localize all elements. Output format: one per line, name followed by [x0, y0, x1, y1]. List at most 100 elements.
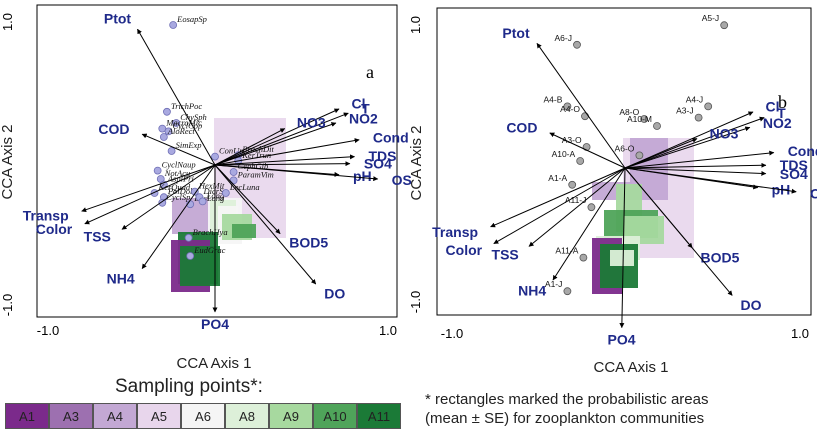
- panel-a-vector-ptot: [137, 28, 216, 166]
- site-point-a10-m: [653, 122, 661, 130]
- species-point-simexp: [167, 147, 176, 155]
- species-label-brachhya: BrachHya: [193, 227, 228, 237]
- panel-a-vector-t: [214, 112, 349, 166]
- species-point-trichpoc: [163, 107, 171, 116]
- panel-a-vector-so4: [214, 161, 351, 167]
- site-label-a11-j: A11-J: [565, 195, 587, 205]
- panel-a-frame: [36, 4, 398, 318]
- probability-rectangle-A8: [610, 250, 634, 266]
- panel-a-xtick-left: -1.0: [37, 323, 59, 338]
- footnote: * rectangles marked the probabilistic ar…: [425, 390, 815, 428]
- panel-b-vector-tss: [528, 167, 626, 247]
- site-label-a5-j: A5-J: [702, 13, 719, 23]
- site-label-a1-a: A1-A: [548, 173, 567, 183]
- panel-b-vector-label-no2: NO2: [763, 115, 792, 131]
- species-point-chysph: [172, 119, 181, 127]
- panel-b-vector-label-ptot: Ptot: [502, 25, 530, 41]
- site-point-a5-j: [720, 21, 729, 30]
- panel-b-vector-label-do: DO: [741, 297, 762, 313]
- probability-rectangle-A10: [232, 224, 256, 238]
- panel-b-vector-label-bod5: BOD5: [701, 249, 740, 265]
- site-point-a11-j: [587, 203, 596, 212]
- panel-b-vector-label-nh4: NH4: [518, 282, 546, 298]
- panel-b-vector-po4: [619, 167, 626, 329]
- species-label-simexp: SimExp: [176, 140, 202, 150]
- species-label-cyclnaup: CyclNaup: [162, 160, 196, 170]
- panel-a-vector-label-cod: COD: [98, 121, 129, 137]
- panel-b-vector-no3: [624, 137, 698, 169]
- panel-a-vector-transp: [81, 164, 216, 213]
- panel-b-letter: b: [778, 92, 787, 112]
- legend-swatch-a3: A3: [49, 403, 93, 429]
- site-label-a6-j: A6-J: [555, 33, 572, 43]
- legend-swatch-a5: A5: [137, 403, 181, 429]
- footnote-line-2: (mean ± SE) for zooplankton communities: [425, 410, 705, 427]
- site-label-a6-o: A6-O: [615, 143, 635, 153]
- legend-swatch-a8: A8: [225, 403, 269, 429]
- species-label-poldol: PolDol: [167, 186, 193, 196]
- panel-b-vector-label-cl: Cl: [766, 99, 780, 115]
- legend-swatch-a11: A11: [357, 403, 401, 429]
- panel-b-vector-label-color: Color: [446, 242, 483, 258]
- panel-a-vector-do: [214, 164, 317, 285]
- panel-b-vector-label-cod: COD: [506, 119, 537, 135]
- species-label-trichpoc: TrichPoc: [171, 101, 202, 111]
- panel-a-vector-os: [214, 164, 379, 182]
- species-label-paramvim: ParamVim: [237, 169, 274, 179]
- site-point-a3-j: [694, 113, 703, 122]
- panel-a-vector-cl: [214, 108, 340, 166]
- panel-a-vector-label-os: OS: [392, 172, 412, 188]
- species-point-cyclsp: [158, 198, 167, 207]
- site-point-a10-a: [576, 157, 585, 165]
- species-point-hexmit: [190, 187, 199, 196]
- panel-b-vector-label-tds: TDS: [780, 157, 808, 173]
- site-label-a8-o: A8-O: [619, 107, 639, 117]
- species-point-alorect: [159, 133, 168, 141]
- panel-a-vector-label-cond: Cond: [373, 130, 409, 146]
- species-label-conun: ConUn: [219, 146, 244, 156]
- panel-a: EosapSp TrichPocChySphMacroMicCyclCopAloR…: [0, 4, 412, 372]
- site-point-a4-o: [581, 112, 589, 121]
- panel-a-vector-label-nh4: NH4: [107, 271, 135, 287]
- species-point-cephgib: [229, 168, 238, 176]
- panel-b-vector-os: [624, 167, 797, 194]
- species-point-long: [198, 197, 207, 206]
- species-label-chysph: ChySph: [180, 112, 206, 122]
- panel-a-vector-label-po4: PO4: [201, 316, 229, 332]
- panel-b-ytick-bottom-label: -1.0: [408, 291, 423, 313]
- panel-b-vector-cond: [624, 150, 775, 169]
- site-point-a6-j: [573, 40, 581, 49]
- panel-b-vector-t: [624, 116, 765, 169]
- footnote-line-1: * rectangles marked the probabilistic ar…: [425, 391, 709, 408]
- legend-swatch-a10: A10: [313, 403, 357, 429]
- species-label-lecluna: LecLuna: [229, 182, 260, 192]
- site-label-a3-j: A3-J: [676, 106, 693, 116]
- site-label-a11-a: A11-A: [555, 246, 578, 256]
- panel-a-vector-bod5: [214, 164, 281, 234]
- legend-swatch-a6: A6: [181, 403, 225, 429]
- panel-a-xlabel: CCA Axis 1: [176, 355, 251, 372]
- panel-a-vector-label-bod5: BOD5: [289, 235, 328, 251]
- panel-b-vector-so4: [624, 167, 767, 176]
- site-point-a11-a: [579, 253, 588, 262]
- legend-swatch-a9: A9: [269, 403, 313, 429]
- panel-b-frame: [436, 7, 812, 316]
- species-label-notacu: NotAcu: [164, 168, 191, 178]
- species-point-cyclnaup: [153, 166, 162, 175]
- panel-b-vector-label-transp: Transp: [432, 224, 478, 240]
- site-label-a10-a: A10-A: [552, 149, 576, 159]
- panel-b-ytick-top-label: 1.0: [408, 16, 423, 34]
- species-label-hexmit: HexMit: [198, 181, 225, 191]
- species-point-brachhya: [184, 233, 193, 242]
- site-label-a1-j: A1-J: [545, 279, 562, 289]
- site-point-a1-a: [568, 180, 577, 189]
- site-label-a4-j: A4-J: [686, 94, 703, 104]
- panel-a-vector-label-ph: pH: [353, 168, 372, 184]
- panel-b-vectors: PtotClTNO2NO3CondTDSSO4pHOSCODTranspColo…: [432, 25, 817, 347]
- panel-b-xtick-right: 1.0: [791, 326, 809, 341]
- panel-b-vector-label-no3: NO3: [710, 126, 739, 142]
- site-label-a3-o: A3-O: [562, 135, 582, 145]
